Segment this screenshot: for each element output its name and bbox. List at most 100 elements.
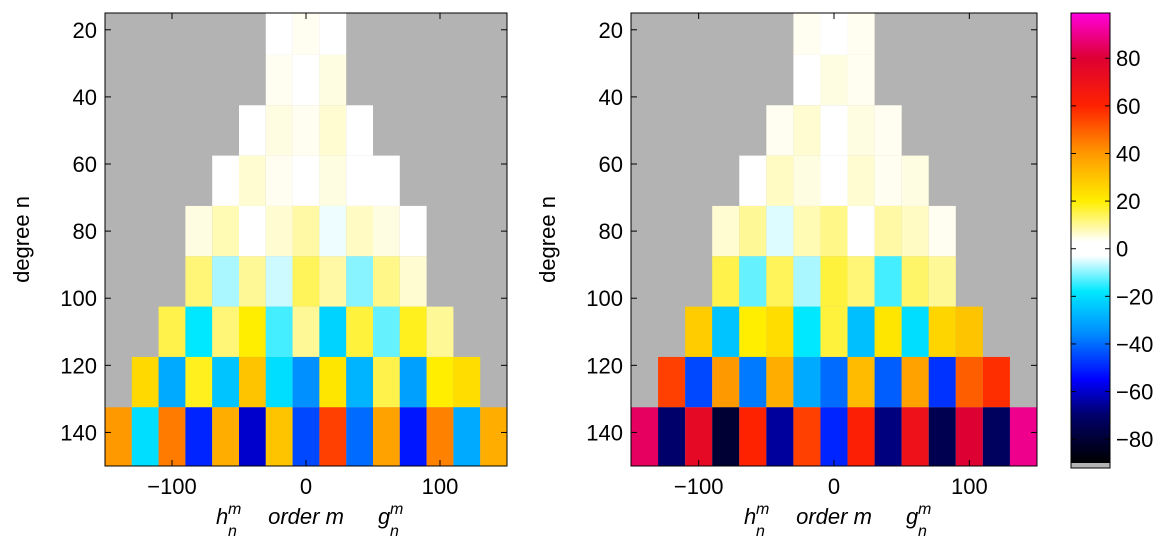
heatmap-cell [793,105,821,156]
heatmap-cell [212,356,239,408]
x-label-sup: m [390,501,403,518]
y-tick-label: 40 [599,85,623,110]
y-tick-label: 120 [586,353,623,378]
heatmap-cell [158,407,186,466]
x-tick-label: 0 [300,474,312,499]
heatmap-cell [874,205,902,257]
heatmap-cell [847,306,875,357]
heatmap-cell [631,407,659,466]
heatmap-cell [793,407,821,466]
heatmap-cell [793,256,821,307]
heatmap-cell [158,306,186,357]
heatmap-cell [712,205,740,257]
y-tick-label: 80 [599,219,623,244]
heatmap-cell [346,256,373,307]
heatmap-cell [1009,407,1037,466]
heatmap-cell [685,306,713,357]
colorbar-tick-label: 0 [1116,237,1128,262]
heatmap-cell [766,306,794,357]
heatmap-cell [739,306,767,357]
heatmap-cell [265,356,293,408]
heatmap-cell [847,256,875,307]
heatmap-cell [955,356,983,408]
heatmap-cell [346,306,373,357]
x-axis-label: order m [268,504,344,529]
heatmap-cell [901,407,929,466]
heatmap-cell [820,356,848,408]
heatmap-cell [820,407,848,466]
heatmap-cell [739,407,767,466]
heatmap-cell [847,356,875,408]
heatmap-cell [955,306,983,357]
heatmap-cell [346,155,373,206]
heatmap-cell [793,356,821,408]
x-tick-label: 100 [951,474,988,499]
heatmap-cell [373,356,400,408]
heatmap-cell [185,356,213,408]
heatmap-cell [901,356,929,408]
heatmap-cell [373,407,400,466]
x-tick-label: 100 [422,474,459,499]
heatmap-cell [928,356,956,408]
heatmap-cell [658,356,686,408]
y-tick-label: 60 [73,152,97,177]
heatmap-cell [739,256,767,307]
x-label-symbol: h [216,504,228,529]
x-label-sub: n [390,523,399,540]
heatmap-cell [712,256,740,307]
heatmap-cell [373,155,400,206]
x-label-sup: m [918,501,931,518]
heatmap-cell [399,407,427,466]
heatmap-cell [239,155,266,206]
heatmap-cell [982,356,1010,408]
colorbar-tick-label: −80 [1116,427,1153,452]
heatmap-cell [453,356,481,408]
heatmap-cell [346,407,373,466]
heatmap-cell [793,54,821,106]
heatmap-cell [292,54,320,106]
heatmap-cell [712,407,740,466]
heatmap-cell [265,205,293,257]
y-axis-label: degree n [9,196,34,283]
heatmap-cell [766,105,794,156]
heatmap-cell [212,407,239,466]
heatmap-cell [319,13,347,55]
heatmap-cell [685,356,713,408]
heatmap-cell [373,306,400,357]
heatmap-cell [847,54,875,106]
heatmap-cell [239,256,266,307]
heatmap-cell [793,13,821,55]
heatmap-cell [319,155,347,206]
heatmap-cell [820,13,848,55]
heatmap-cell [874,356,902,408]
heatmap-cell [426,407,454,466]
heatmap-cell [239,105,266,156]
heatmap-cell [265,54,293,106]
heatmap-cell [928,306,956,357]
heatmap-cell [131,356,159,408]
heatmap-cell [793,155,821,206]
heatmap-cell [265,306,293,357]
heatmap-cell [658,407,686,466]
x-tick-label: 0 [828,474,840,499]
heatmap-cell [847,13,875,55]
heatmap-cell [426,356,454,408]
heatmap-cell [874,105,902,156]
heatmap-cell [426,306,454,357]
heatmap-cell [105,407,132,466]
heatmap-cell [265,155,293,206]
colorbar [1071,13,1110,463]
heatmap-cell [901,256,929,307]
heatmap-cell [319,105,347,156]
heatmap-cell [874,256,902,307]
heatmap-cell [820,306,848,357]
heatmap-cell [292,407,320,466]
heatmap-cell [131,407,159,466]
heatmap-cell [185,306,213,357]
heatmap-cell [820,105,848,156]
heatmap-cell [373,256,400,307]
y-axis-label: degree n [535,196,560,283]
heatmap-cell [399,256,427,307]
heatmap-cell [158,356,186,408]
